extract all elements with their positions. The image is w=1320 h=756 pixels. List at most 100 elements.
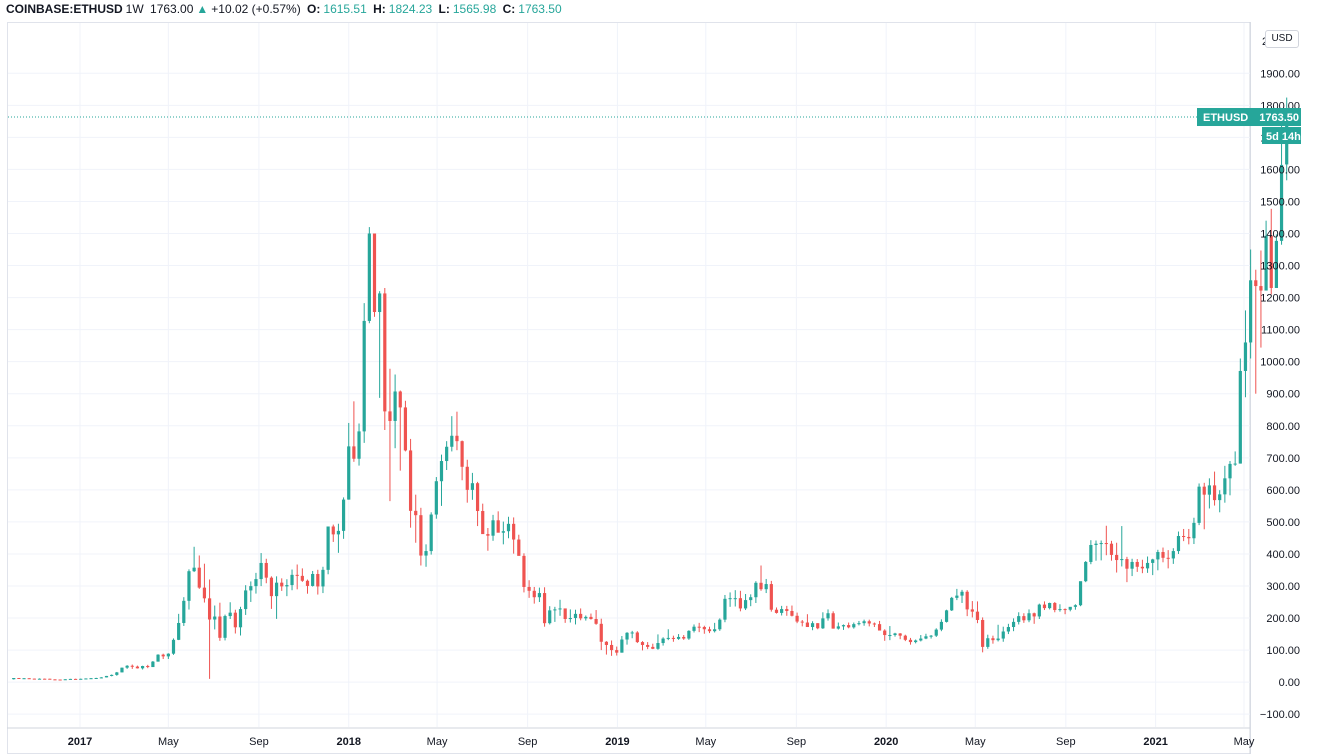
y-tick-label: 1000.00 — [1260, 357, 1300, 369]
candle — [1187, 528, 1191, 545]
candle — [228, 602, 232, 619]
candle — [414, 494, 418, 543]
candle-body — [311, 573, 315, 586]
candle-body — [331, 526, 335, 535]
candle-body — [1192, 522, 1196, 539]
candle-body — [1037, 604, 1041, 617]
candle — [579, 608, 583, 621]
candle-body — [161, 654, 165, 657]
candle — [352, 401, 356, 462]
candle — [965, 590, 969, 617]
candle-body — [1156, 552, 1160, 560]
candle — [419, 507, 423, 566]
candles[interactable] — [12, 97, 1289, 681]
interval-label[interactable]: 1W — [125, 2, 144, 16]
candle-body — [682, 636, 686, 639]
candle — [852, 622, 856, 629]
candle — [465, 459, 469, 503]
candle — [733, 590, 737, 607]
candle — [759, 565, 763, 591]
x-tick-label: 2017 — [68, 736, 92, 748]
candle — [563, 608, 567, 623]
candle-body — [367, 233, 371, 321]
x-tick-label: Sep — [787, 736, 807, 748]
candle-body — [305, 580, 310, 586]
candle — [32, 678, 36, 680]
candle — [676, 634, 681, 640]
candle-body — [171, 639, 176, 654]
candle-body — [955, 595, 959, 598]
candle — [110, 674, 114, 677]
candle-body — [388, 411, 392, 421]
candle — [604, 641, 609, 655]
candle — [357, 423, 361, 466]
candle-body — [1032, 613, 1036, 617]
candle — [1269, 208, 1273, 295]
candle — [836, 622, 840, 630]
candle — [125, 665, 129, 669]
x-tick-label: May — [427, 736, 448, 748]
y-tick-label: 500.00 — [1266, 517, 1300, 529]
candle — [94, 677, 98, 680]
candle-body — [1259, 286, 1263, 291]
candle — [135, 665, 140, 669]
candle — [347, 422, 351, 500]
candle — [1243, 310, 1248, 398]
chart-frame[interactable]: 1900.001800.001700.001600.001500.001400.… — [7, 22, 1312, 754]
candle-body — [707, 629, 712, 632]
candle-body — [666, 637, 670, 639]
price-axis[interactable]: 1900.001800.001700.001600.001500.001400.… — [1260, 68, 1300, 721]
candle — [512, 517, 516, 554]
candle-body — [718, 619, 722, 630]
candle-body — [12, 678, 16, 680]
candle-body — [1001, 631, 1005, 639]
candle — [207, 579, 212, 679]
candle — [362, 303, 366, 443]
candle-body — [939, 621, 944, 630]
candle-body — [347, 446, 351, 500]
candle — [738, 590, 743, 612]
candle-body — [1202, 486, 1206, 495]
candle-body — [254, 579, 258, 587]
candle — [573, 609, 578, 625]
y-tick-label: 100.00 — [1266, 645, 1300, 657]
candle-body — [687, 630, 691, 639]
candle-body — [341, 499, 346, 531]
candle-body — [1233, 463, 1237, 465]
candle — [847, 622, 851, 629]
y-tick-label: 300.00 — [1266, 581, 1300, 593]
candle — [1048, 602, 1052, 610]
candle — [73, 678, 78, 680]
candlestick-chart[interactable]: 1900.001800.001700.001600.001500.001400.… — [7, 22, 1312, 754]
time-axis[interactable]: 2017 May Sep 2018 May Sep 2019 May Sep 2020 May Sep… — [68, 736, 1255, 748]
symbol-label[interactable]: COINBASE:ETHUSD — [6, 2, 123, 16]
candle — [908, 637, 913, 645]
price-tag-symbol: ETHUSD — [1203, 112, 1248, 124]
candle — [857, 620, 861, 626]
candle — [640, 641, 645, 651]
candle — [1017, 612, 1021, 625]
candle — [1228, 461, 1232, 496]
candle — [831, 611, 835, 629]
candle-body — [573, 613, 578, 619]
candle-body — [1269, 235, 1273, 288]
candle — [651, 643, 655, 650]
candle — [372, 233, 377, 317]
candle-body — [115, 672, 119, 675]
candle-body — [1171, 551, 1175, 559]
candle — [872, 622, 877, 628]
candle — [955, 588, 959, 601]
candle-body — [99, 677, 103, 679]
currency-button[interactable]: USD — [1265, 30, 1299, 48]
candle-body — [986, 638, 990, 647]
candle-body — [202, 587, 207, 599]
y-tick-label: 1600.00 — [1260, 164, 1300, 176]
candle-body — [877, 624, 882, 631]
candle-body — [73, 678, 78, 680]
candle-body — [269, 577, 274, 597]
candle — [1011, 618, 1016, 632]
candle — [290, 569, 294, 591]
candle — [883, 629, 887, 641]
candle-body — [1228, 463, 1232, 479]
candle — [48, 678, 52, 680]
